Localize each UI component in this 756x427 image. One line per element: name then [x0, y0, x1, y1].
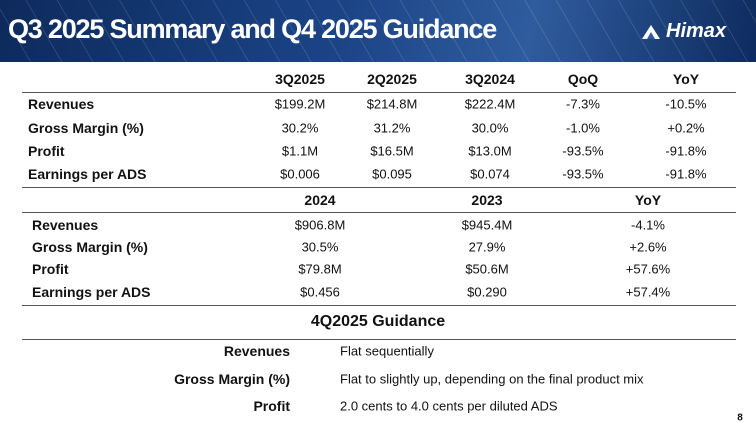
logo-icon: [642, 24, 660, 39]
divider: [22, 305, 736, 306]
cell: 2.0 cents to 4.0 cents per diluted ADS: [340, 398, 558, 414]
cell: $0.095: [372, 166, 412, 182]
cell: 30.0%: [471, 120, 509, 136]
cell: Flat sequentially: [340, 343, 434, 359]
cell: -7.3%: [566, 96, 600, 112]
cell: $0.290: [467, 284, 507, 300]
divider: [22, 339, 736, 340]
cell: $16.5M: [370, 143, 414, 159]
row-label: Profit: [32, 261, 69, 277]
row-label: Gross Margin (%): [174, 371, 290, 387]
cell: 27.9%: [468, 239, 506, 255]
column-header: 2024: [304, 192, 336, 208]
cell: 30.2%: [281, 120, 319, 136]
divider: [22, 212, 736, 213]
cell: $0.074: [470, 166, 510, 182]
row-label: Revenues: [32, 217, 99, 233]
cell: $214.8M: [366, 96, 418, 112]
cell: $50.6M: [465, 261, 509, 277]
row-label: Earnings per ADS: [28, 166, 147, 182]
cell: -93.5%: [562, 143, 604, 159]
column-header: 2023: [471, 192, 503, 208]
cell: $0.456: [300, 284, 340, 300]
cell: $222.4M: [464, 96, 516, 112]
banner: [0, 0, 756, 62]
cell: -1.0%: [566, 120, 600, 136]
cell: Flat to slightly up, depending on the fi…: [340, 371, 644, 387]
guidance-title: 4Q2025 Guidance: [310, 313, 446, 330]
cell: -91.8%: [665, 166, 707, 182]
cell: -91.8%: [665, 143, 707, 159]
logo-text: Himax: [666, 20, 727, 42]
row-label: Profit: [253, 398, 290, 414]
cell: $1.1M: [281, 143, 319, 159]
column-header: YoY: [672, 71, 700, 87]
column-header: 3Q2024: [465, 71, 515, 87]
cell: -10.5%: [665, 96, 707, 112]
page-number: 8: [737, 412, 743, 424]
cell: $199.2M: [274, 96, 326, 112]
column-header: 2Q2025: [367, 71, 417, 87]
column-header: QoQ: [567, 71, 599, 87]
row-label: Gross Margin (%): [28, 120, 144, 136]
cell: -4.1%: [631, 217, 665, 233]
cell: $79.8M: [298, 261, 342, 277]
cell: $13.0M: [468, 143, 512, 159]
divider: [22, 187, 736, 188]
cell: +0.2%: [667, 120, 705, 136]
cell: $945.4M: [461, 217, 513, 233]
row-label: Revenues: [223, 343, 290, 359]
cell: +57.6%: [625, 261, 671, 277]
column-header: YoY: [634, 192, 662, 208]
column-header: 3Q2025: [275, 71, 325, 87]
slide-title: Q3 2025 Summary and Q4 2025 Guidance: [8, 14, 497, 44]
row-label: Gross Margin (%): [32, 239, 148, 255]
cell: +2.6%: [629, 239, 667, 255]
logo: Himax: [640, 20, 726, 43]
divider: [22, 92, 736, 93]
cell: +57.4%: [625, 284, 671, 300]
cell: 31.2%: [373, 120, 411, 136]
cell: -93.5%: [562, 166, 604, 182]
row-label: Profit: [28, 143, 65, 159]
row-label: Earnings per ADS: [32, 284, 151, 300]
cell: 30.5%: [301, 239, 339, 255]
cell: $0.006: [280, 166, 320, 182]
cell: $906.8M: [294, 217, 346, 233]
row-label: Revenues: [28, 96, 95, 112]
